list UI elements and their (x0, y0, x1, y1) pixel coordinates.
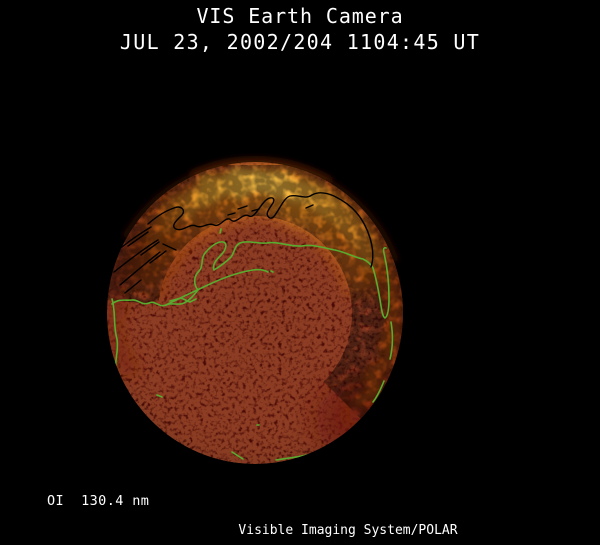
dayglow-mottle-texture (107, 162, 403, 423)
island-mark-1 (237, 205, 248, 210)
island-mark-3 (227, 212, 236, 216)
fjord-scribble-7 (149, 250, 167, 264)
coastline-bottom-segment-a (231, 451, 244, 460)
coastline-braid-offshoot (169, 297, 197, 303)
coastline-lower-diagonal (165, 268, 269, 306)
coastline-right-limb-lower (389, 321, 394, 360)
island-mark-4 (305, 204, 314, 209)
fjord-scribble-2 (113, 239, 159, 273)
coastline-overlay-black (108, 192, 374, 294)
credit-line-instrument: Visible Imaging System/POLAR (238, 523, 458, 539)
earth-disk (107, 162, 403, 464)
fjord-scribble-8 (124, 279, 142, 294)
wavelength-label: OI 130.4 nm (47, 493, 150, 509)
image-timestamp: JUL 23, 2002/204 1104:45 UT (119, 30, 481, 54)
coastline-dot-d (270, 270, 274, 273)
coastline-left-limb (111, 298, 119, 373)
coastline-dot-c (219, 228, 222, 234)
fjord-scribble-3 (119, 251, 161, 286)
credit-block: Visible Imaging System/POLAR The Univers… (219, 491, 477, 545)
limb-outer-fuzz (122, 157, 400, 263)
coastline-right-limb-tail (372, 380, 385, 403)
fjord-scribble-6 (140, 241, 160, 256)
fjord-scribble-5 (127, 231, 149, 247)
island-mark-2 (251, 208, 260, 212)
coastline-arctic-main (147, 192, 374, 268)
coastline-dot-b (156, 394, 163, 398)
fjord-scribble-9 (162, 243, 177, 251)
page-title: VIS Earth Camera (196, 4, 404, 28)
coastline-eurasia-main (111, 241, 390, 319)
